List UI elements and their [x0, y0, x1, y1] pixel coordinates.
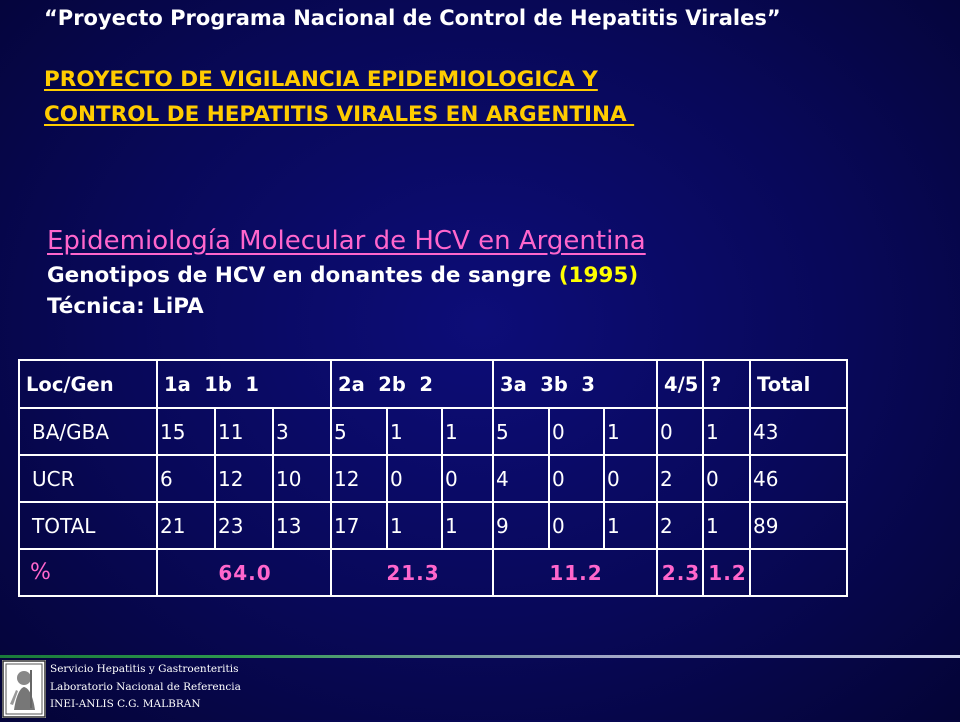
table-cell: 43 [749, 407, 848, 456]
percent-cell: 2.3 [656, 548, 704, 597]
header-cell: Total [749, 359, 848, 409]
table-cell: 0 [656, 407, 704, 456]
percent-cell: 11.2 [492, 548, 658, 597]
footer-line-1: Servicio Hepatitis y Gastroenteritis [50, 663, 239, 675]
header-cell: 1a 1b 1 [156, 359, 332, 409]
header-cell: 3a 3b 3 [492, 359, 658, 409]
project-title-line-2: CONTROL DE HEPATITIS VIRALES EN ARGENTIN… [44, 102, 635, 127]
institution-logo [2, 660, 46, 718]
table-row: UCR 6 12 10 12 0 0 4 0 0 2 0 46 [18, 454, 848, 503]
section-title: Epidemiología Molecular de HCV en Argent… [47, 226, 646, 256]
table-cell: 21 [156, 501, 216, 550]
table-cell: 0 [603, 454, 658, 503]
genotype-table: Loc/Gen 1a 1b 1 2a 2b 2 3a 3b 3 4/5 ? To… [18, 359, 848, 597]
table-cell: 23 [214, 501, 274, 550]
table-cell: 1 [702, 501, 751, 550]
table-cell: 12 [214, 454, 274, 503]
table-cell: 5 [492, 407, 550, 456]
table-cell: 89 [749, 501, 848, 550]
header-cell: 2a 2b 2 [330, 359, 494, 409]
table-cell: 0 [548, 501, 605, 550]
table-cell: 11 [214, 407, 274, 456]
institution-logo-icon [2, 660, 46, 718]
footer-divider [0, 655, 960, 658]
table-cell: 46 [749, 454, 848, 503]
table-cell: 0 [702, 454, 751, 503]
table-cell: TOTAL [18, 501, 158, 550]
table-cell: 12 [330, 454, 388, 503]
percent-cell: 21.3 [330, 548, 494, 597]
slide-title: “Proyecto Programa Nacional de Control d… [44, 6, 781, 30]
table-cell: 6 [156, 454, 216, 503]
table-cell: 1 [386, 407, 443, 456]
table-cell: 15 [156, 407, 216, 456]
table-cell: BA/GBA [18, 407, 158, 456]
table-cell: 1 [603, 407, 658, 456]
section-block: Epidemiología Molecular de HCV en Argent… [47, 222, 927, 322]
project-title-line-1: PROYECTO DE VIGILANCIA EPIDEMIOLOGICA Y [44, 67, 598, 92]
table-cell: 13 [272, 501, 332, 550]
percent-label-cell: % [18, 548, 158, 597]
table-cell: UCR [18, 454, 158, 503]
table-cell: 10 [272, 454, 332, 503]
percent-cell [749, 548, 848, 597]
table-row: TOTAL 21 23 13 17 1 1 9 0 1 2 1 89 [18, 501, 848, 550]
table-cell: 17 [330, 501, 388, 550]
header-cell: ? [702, 359, 751, 409]
genotype-line-text: Genotipos de HCV en donantes de sangre [47, 263, 559, 288]
genotype-line: Genotipos de HCV en donantes de sangre (… [47, 260, 927, 291]
table-cell: 5 [330, 407, 388, 456]
table-cell: 4 [492, 454, 550, 503]
technique-line: Técnica: LiPA [47, 294, 204, 319]
percent-row: % 64.0 21.3 11.2 2.3 1.2 [18, 548, 848, 597]
table-cell: 2 [656, 454, 704, 503]
table-cell: 1 [441, 407, 494, 456]
table-header-row: Loc/Gen 1a 1b 1 2a 2b 2 3a 3b 3 4/5 ? To… [18, 359, 848, 409]
table-cell: 0 [548, 407, 605, 456]
percent-cell: 64.0 [156, 548, 332, 597]
table-row: BA/GBA 15 11 3 5 1 1 5 0 1 0 1 43 [18, 407, 848, 456]
percent-cell: 1.2 [702, 548, 751, 597]
project-title: PROYECTO DE VIGILANCIA EPIDEMIOLOGICA Y … [44, 62, 924, 132]
table-cell: 1 [603, 501, 658, 550]
footer-text: Servicio Hepatitis y Gastroenteritis Lab… [50, 661, 241, 714]
table-cell: 3 [272, 407, 332, 456]
table-cell: 0 [386, 454, 443, 503]
table-cell: 0 [548, 454, 605, 503]
header-cell: 4/5 [656, 359, 704, 409]
footer-line-3: INEI-ANLIS C.G. MALBRAN [50, 698, 201, 710]
table-cell: 0 [441, 454, 494, 503]
table-cell: 1 [702, 407, 751, 456]
header-cell: Loc/Gen [18, 359, 158, 409]
footer-line-2: Laboratorio Nacional de Referencia [50, 680, 241, 693]
table-cell: 9 [492, 501, 550, 550]
table-cell: 1 [386, 501, 443, 550]
table-cell: 2 [656, 501, 704, 550]
year-label: (1995) [558, 263, 639, 288]
table-cell: 1 [441, 501, 494, 550]
